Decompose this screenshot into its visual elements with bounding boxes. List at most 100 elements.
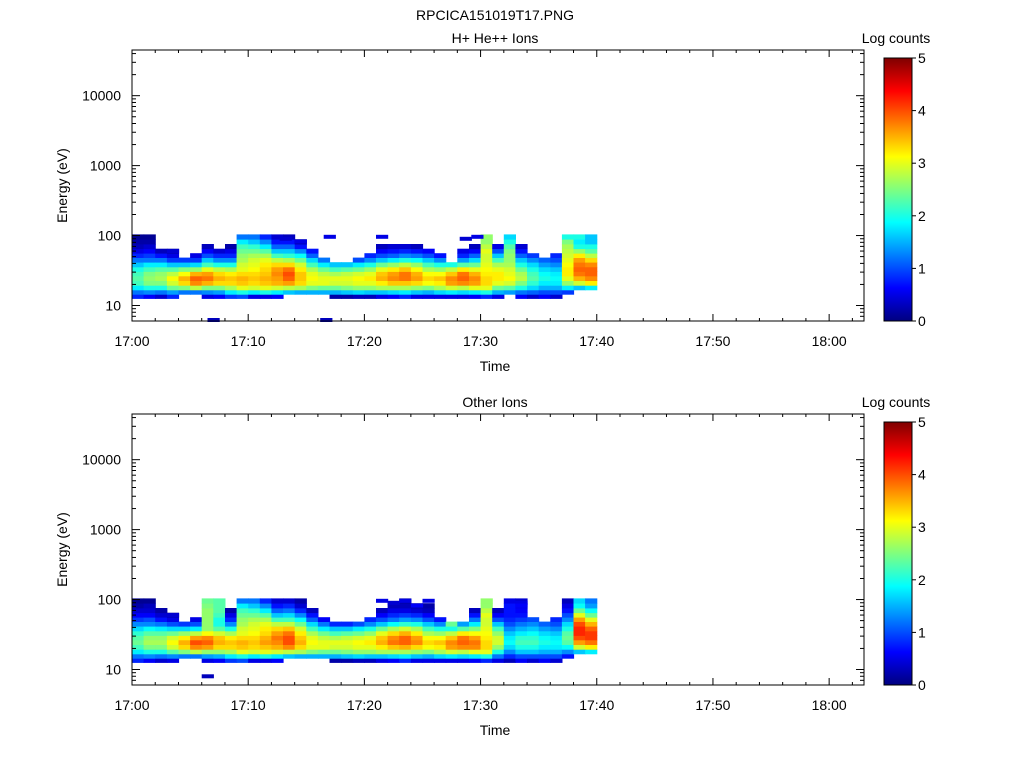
colorbar-tick-label: 4 [918,467,926,483]
heatmap-cell [469,280,482,286]
heatmap-cell [538,285,551,291]
heatmap-cell [248,653,261,659]
heatmap-cell [294,285,307,291]
plot-frame [131,49,865,322]
heatmap-cell [259,280,272,286]
heatmap-cell [376,658,389,663]
heatmap-cell [259,598,272,604]
colorbar-tick-label: 0 [918,313,926,329]
heatmap-cell [550,630,563,636]
heatmap-cell [225,644,238,650]
heatmap-cell [259,630,272,636]
heatmap-cell [341,271,354,277]
y-axis: 10 100 1000 10000 [82,417,864,686]
heatmap-cell [515,603,528,608]
heatmap-cell [317,640,331,645]
colorbar-tick-label: 1 [918,624,926,640]
heatmap-cell [469,617,482,622]
heatmap-cell [294,244,307,250]
heatmap-cell [410,266,424,272]
y-axis-label: Energy (eV) [54,148,70,223]
heatmap-cell [480,276,493,281]
heatmap-cell [259,266,272,272]
heatmap-cell [538,621,551,627]
heatmap-cell [201,653,214,659]
heatmap-cell [457,262,470,268]
heatmap-cell [422,266,435,272]
heatmap-cell [294,649,307,655]
heatmap-cell [132,266,145,272]
heatmap-cell [341,280,354,286]
heatmap-cell [434,271,447,277]
heatmap-cell [213,640,226,645]
heatmap-cell [213,266,226,272]
heatmap-cell [376,289,389,295]
x-axis-label: Time [480,722,511,738]
heatmap-cell [259,649,272,655]
colorbar-gradient [883,57,913,322]
heatmap-cell [387,649,400,655]
heatmap-cell [550,271,563,277]
heatmap-cell [445,285,458,291]
heatmap-cell [155,280,168,286]
heatmap-cell [166,257,180,263]
heatmap-cell [376,248,389,254]
heatmap-cell [271,234,284,240]
heatmap-cell [248,630,261,636]
heatmap-cell [236,635,249,641]
heatmap-cell [399,285,412,291]
heatmap-cell [320,318,333,322]
heatmap-cell [294,626,307,632]
heatmap-cell [248,280,261,286]
heatmap-cell [422,617,435,622]
heatmap-cell [480,617,493,622]
heatmap-cell [469,294,482,299]
heatmap-cell [155,294,168,299]
heatmap-cell [364,635,377,641]
heatmap-cell [561,630,575,636]
heatmap-cell [201,276,214,281]
heatmap-cell [457,635,470,641]
heatmap-cell [225,253,238,258]
heatmap-cell [201,621,214,627]
heatmap-cell [527,253,540,258]
heatmap-cell [492,649,505,655]
heatmap-cell [294,653,307,659]
heatmap-cell [190,653,203,659]
heatmap-cell [387,658,400,663]
heatmap-cell [248,598,261,604]
heatmap-cell [387,294,400,299]
heatmap-cell [503,262,516,268]
heatmap-cell [143,621,156,627]
heatmap-cell [201,598,214,604]
heatmap-cell [329,644,342,650]
heatmap-cell [527,626,540,632]
panel-title: H+ He++ Ions [452,30,539,46]
heatmap-cell [503,630,516,636]
x-axis-label: Time [480,358,511,374]
heatmap-cell [480,621,493,627]
heatmap-cell [329,635,342,641]
heatmap-cell [236,617,249,622]
heatmap-cell [178,262,191,268]
heatmap-cell [306,285,319,291]
heatmap-cell [178,626,191,632]
heatmap-cell [457,253,470,258]
heatmap-cell [503,244,516,250]
heatmap-cell [364,285,377,291]
heatmap-cell [213,612,226,618]
heatmap-cell [283,289,296,295]
heatmap-cell [434,658,447,663]
heatmap-cell [259,626,272,632]
heatmap-cell [364,276,377,281]
heatmap-cell [527,649,540,655]
heatmap-cell [132,271,145,277]
heatmap-cell [248,603,261,609]
heatmap-cell [213,608,226,614]
heatmap-cell [527,257,540,263]
heatmap-cell [492,644,505,650]
heatmap-cell [527,658,540,663]
heatmap-cell [550,626,563,632]
heatmap-cell [306,276,319,281]
